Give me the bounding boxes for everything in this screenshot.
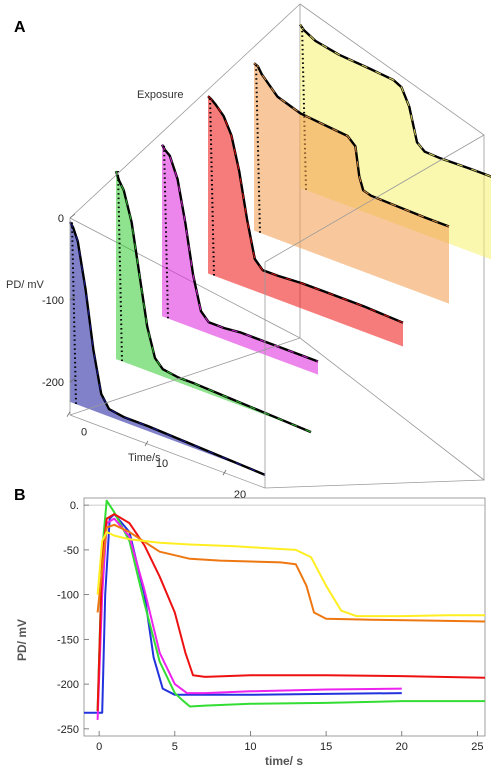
axes-a: 0 -100 -200 0 10 20 <box>42 213 246 501</box>
ribbon-fill-4 <box>208 96 403 347</box>
series-lines-b <box>84 499 486 720</box>
time-axis-label-a: Time/s <box>128 452 161 464</box>
exposure-ribbons <box>68 23 491 485</box>
ribbon-rise-4 <box>209 96 215 276</box>
ribbon-fill-3 <box>162 144 318 375</box>
y-tick-label-b: -150 <box>57 634 79 646</box>
x-tick-label-b: 20 <box>396 741 408 753</box>
pd-axis-label-a: PD/ mV <box>6 279 45 291</box>
y-tick-label-b: -50 <box>63 545 79 557</box>
ribbon-fill-5 <box>254 63 449 304</box>
series-line-6 <box>96 531 485 618</box>
ribbon-rise-1 <box>71 222 77 404</box>
ribbon-fill-1 <box>70 222 265 485</box>
ribbon-exposure-4 <box>207 95 404 347</box>
y-tick-label-a: 0 <box>58 213 64 225</box>
ribbon-exposure-2 <box>114 170 312 442</box>
axes-b: 0. -50 -100 -150 -200 -250 0 5 10 15 20 25 <box>57 500 485 753</box>
y-tick-a <box>69 295 76 301</box>
x-tick-a <box>66 411 71 417</box>
ribbon-trace-color-2 <box>115 170 312 433</box>
bounding-box-front <box>69 3 485 489</box>
x-tick-label-b: 0 <box>96 741 102 753</box>
x-tick-label-b: 10 <box>244 741 256 753</box>
plot-frame-b <box>83 497 486 737</box>
y-tick-a <box>69 213 76 219</box>
ribbon-fill-2 <box>116 171 311 442</box>
series-line-1 <box>84 513 402 714</box>
y-tick-label-b: -100 <box>57 590 79 602</box>
ribbon-exposure-3 <box>160 144 319 375</box>
exposure-axis-label: Exposure <box>137 89 183 101</box>
series-line-5 <box>96 523 486 623</box>
y-tick-label-b: -200 <box>57 679 79 691</box>
panel-b-line-chart: 0. -50 -100 -150 -200 -250 0 5 10 15 20 25 PD/ mV t… <box>15 497 486 768</box>
ribbon-trace-color-1 <box>69 221 266 476</box>
ribbon-exposure-1 <box>68 221 266 485</box>
x-tick-label-a: 0 <box>81 427 87 439</box>
ribbon-trace-color-5 <box>253 62 450 227</box>
x-tick-label-a: 10 <box>156 458 168 470</box>
y-tick-label-a: -100 <box>42 295 64 307</box>
ribbon-exposure-5 <box>253 62 450 304</box>
ribbon-rise-3 <box>163 144 169 319</box>
y-tick-label-b: 0. <box>70 500 79 512</box>
time-axis-label-b: time/ s <box>265 754 303 768</box>
pd-axis-label-b: PD/ mV <box>15 619 29 661</box>
ribbon-rise-2 <box>117 171 123 362</box>
series-line-4 <box>96 513 486 711</box>
series-line-2 <box>96 499 485 711</box>
x-tick-a <box>222 469 227 476</box>
y-tick-a <box>69 377 76 383</box>
ribbon-trace-color-4 <box>207 95 404 324</box>
x-tick-label-b: 5 <box>172 741 178 753</box>
x-tick-a <box>144 440 149 447</box>
x-tick-label-b: 15 <box>320 741 332 753</box>
x-tick-label-b: 25 <box>471 741 483 753</box>
ribbon-trace-color-3 <box>161 144 319 362</box>
panel-b-label: B <box>14 487 26 504</box>
y-tick-label-a: -200 <box>42 377 64 389</box>
ribbon-rise-5 <box>255 63 261 233</box>
y-tick-label-b: -250 <box>57 724 79 736</box>
x-tick-label-a: 20 <box>234 489 246 501</box>
panel-a-label: A <box>14 19 26 36</box>
panel-a-3d-chart: 0 -100 -200 0 10 20 Exposure PD/ mV Time/s <box>6 3 491 501</box>
ribbon-trace-color-6 <box>299 24 491 178</box>
